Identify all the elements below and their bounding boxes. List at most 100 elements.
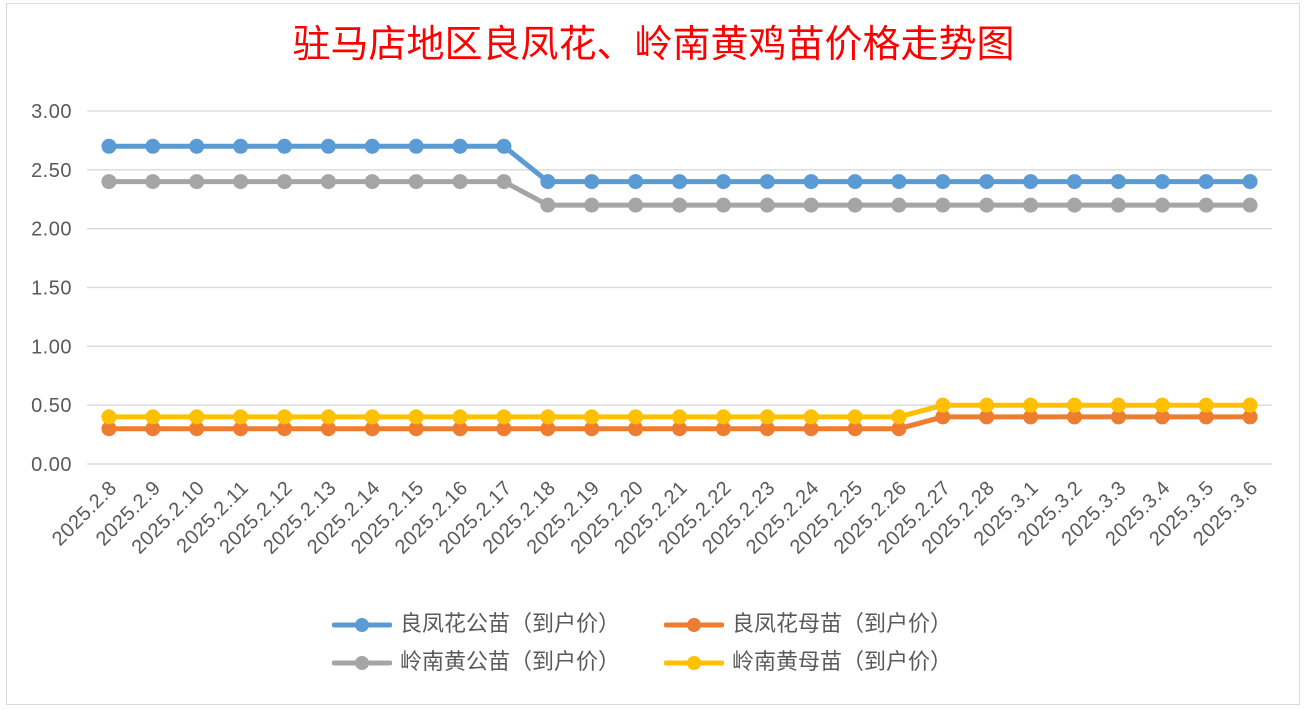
series-4-point: [1198, 397, 1214, 413]
series-4-point: [584, 409, 600, 425]
series-1-point: [979, 174, 995, 190]
series-4-point: [189, 409, 205, 425]
series-3-point: [1154, 197, 1170, 213]
series-3-point: [408, 174, 424, 190]
series-1-point: [847, 174, 863, 190]
series-1-point: [672, 174, 687, 190]
x-axis-labels: 2025.2.82025.2.92025.2.102025.2.112025.2…: [48, 477, 1263, 559]
legend-label: 岭南黄公苗（到户价）: [400, 650, 621, 675]
legend-key-series-1: [332, 618, 392, 632]
y-tick-label: 3.00: [31, 101, 72, 123]
series-4-point: [1110, 397, 1126, 413]
y-tick-label: 1.50: [31, 278, 72, 300]
series-3-point: [320, 174, 336, 190]
series-1-point: [891, 174, 907, 190]
series-3-point: [101, 174, 117, 190]
series-1-point: [496, 138, 512, 154]
series-4-point: [1023, 397, 1039, 413]
series-1-point: [452, 138, 468, 154]
series-4-point: [628, 409, 644, 425]
series-3-point: [364, 174, 380, 190]
legend-label: 岭南黄母苗（到户价）: [732, 650, 953, 675]
series-3-point: [145, 174, 161, 190]
chart-area: [6, 3, 1300, 705]
series-3-point: [935, 197, 951, 213]
series-3-point: [1242, 197, 1258, 213]
series-3-point: [628, 197, 644, 213]
legend-label: 良凤花公苗（到户价）: [400, 612, 621, 637]
series-4-point: [1154, 397, 1170, 413]
series-1-point: [1023, 174, 1039, 190]
series-4-point: [1067, 397, 1082, 413]
series-1-point: [277, 138, 292, 154]
y-tick-label: 0.50: [31, 395, 72, 417]
series-4-point: [408, 409, 424, 425]
series-3-point: [452, 174, 468, 190]
series-3-point: [496, 174, 512, 190]
series-3-point: [847, 197, 863, 213]
series-3-point: [1023, 197, 1039, 213]
series-4-point: [145, 409, 161, 425]
y-tick-label: 1.00: [31, 336, 72, 358]
series-1-point: [145, 138, 161, 154]
series-4-point: [759, 409, 775, 425]
series-1-point: [715, 174, 731, 190]
series-3-point: [1110, 197, 1126, 213]
series-3-point: [584, 197, 600, 213]
series-1-point: [1154, 174, 1170, 190]
chart-title: 驻马店地区良凤花、岭南黄鸡苗价格走势图: [292, 22, 1015, 66]
series-4-point: [935, 397, 951, 413]
series-4-point: [540, 409, 556, 425]
series-3-point: [979, 197, 995, 213]
series-1-point: [540, 174, 556, 190]
y-tick-label: 2.00: [31, 219, 72, 241]
y-axis-labels: 0.00 0.50 1.00 1.50 2.00 2.50 3.00: [31, 101, 72, 476]
legend-marker: [687, 656, 701, 670]
series-1-point: [189, 138, 205, 154]
legend-label: 良凤花母苗（到户价）: [732, 612, 953, 637]
series-1-point: [233, 138, 249, 154]
series-4-point: [1242, 397, 1258, 413]
series-1-point: [1110, 174, 1126, 190]
series-4-point: [101, 409, 117, 425]
series-3-point: [715, 197, 731, 213]
series-1-point: [1242, 174, 1258, 190]
series-3-point: [672, 197, 687, 213]
legend-key-series-3: [332, 656, 392, 670]
legend-key-series-2: [664, 618, 724, 632]
series-1-point: [628, 174, 644, 190]
series-4-point: [672, 409, 687, 425]
series-4-point: [715, 409, 731, 425]
series-1-point: [101, 138, 117, 154]
series-3-point: [233, 174, 249, 190]
legend-item-series-1: 良凤花公苗（到户价）: [332, 610, 620, 640]
series-4-point: [233, 409, 249, 425]
series-3-point: [803, 197, 819, 213]
legend-marker: [687, 618, 701, 632]
series-1-point: [364, 138, 380, 154]
series-1-point: [1198, 174, 1214, 190]
series-3-point: [891, 197, 907, 213]
legend-item-series-2: 良凤花母苗（到户价）: [664, 610, 952, 640]
series-3-point: [1067, 197, 1082, 213]
series-3-point: [277, 174, 292, 190]
series-1-point: [584, 174, 600, 190]
series-1: [101, 138, 1258, 190]
series-4-point: [320, 409, 336, 425]
series-4-point: [496, 409, 512, 425]
legend-marker: [355, 656, 369, 670]
series-4-point: [847, 409, 863, 425]
series-1-point: [759, 174, 775, 190]
y-tick-label: 0.00: [31, 454, 72, 476]
legend-item-series-3: 岭南黄公苗（到户价）: [332, 648, 620, 678]
series-3-point: [1198, 197, 1214, 213]
series-1-point: [1067, 174, 1082, 190]
series-1-point: [935, 174, 951, 190]
series-4: [101, 397, 1258, 425]
series-4-point: [803, 409, 819, 425]
legend-key-series-4: [664, 656, 724, 670]
series-1-point: [320, 138, 336, 154]
legend-item-series-4: 岭南黄母苗（到户价）: [664, 648, 952, 678]
series-1-point: [408, 138, 424, 154]
